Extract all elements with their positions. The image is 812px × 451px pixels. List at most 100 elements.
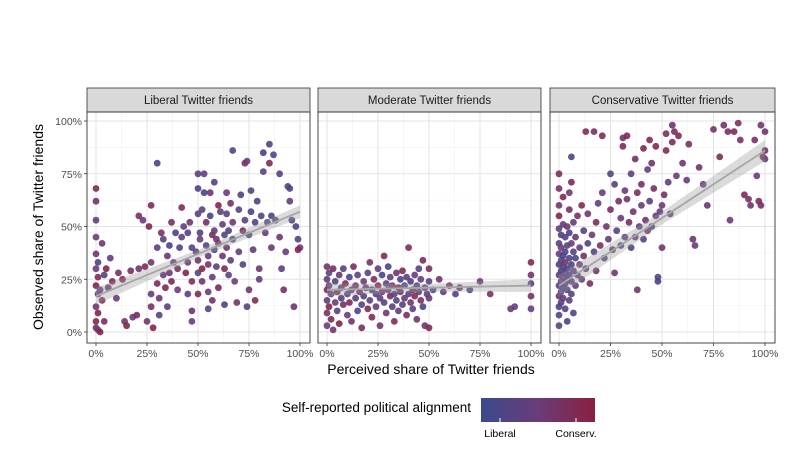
- data-point: [178, 204, 186, 211]
- data-point: [638, 180, 645, 188]
- data-point: [323, 275, 331, 283]
- facet-strip: [317, 87, 542, 113]
- data-point: [159, 235, 167, 243]
- data-point: [188, 278, 196, 285]
- data-point: [631, 155, 639, 163]
- data-point: [745, 195, 752, 203]
- data-point: [182, 269, 190, 277]
- data-point: [584, 210, 592, 218]
- data-point: [92, 303, 100, 311]
- facet-panels: Liberal Twitter friends 0% 25% 50% 75% 100% 0%…: [55, 87, 778, 360]
- data-point: [92, 265, 100, 273]
- data-point: [757, 202, 765, 209]
- data-point: [333, 307, 341, 315]
- data-point: [650, 185, 658, 192]
- data-point: [598, 189, 606, 197]
- data-point: [527, 259, 535, 266]
- data-point: [153, 280, 161, 287]
- data-point: [378, 288, 386, 296]
- data-point: [388, 303, 396, 311]
- data-point: [194, 256, 202, 264]
- data-point: [527, 292, 535, 300]
- data-point: [223, 244, 231, 252]
- data-point: [208, 297, 216, 304]
- data-point: [92, 282, 100, 289]
- data-point: [162, 284, 169, 292]
- data-point: [374, 265, 382, 273]
- data-point: [646, 197, 653, 205]
- fit-line: [558, 149, 766, 287]
- data-point: [364, 305, 372, 313]
- data-point: [364, 269, 372, 277]
- data-point: [346, 273, 353, 281]
- data-point: [247, 187, 255, 195]
- data-point: [198, 206, 206, 214]
- data-point: [372, 303, 380, 311]
- scatter-points: [92, 140, 304, 336]
- data-point: [325, 303, 333, 311]
- x-tick-label: 100%: [518, 348, 545, 360]
- data-point: [174, 286, 182, 294]
- data-point: [710, 125, 717, 133]
- data-point: [578, 202, 586, 209]
- data-point: [720, 121, 728, 129]
- data-point: [563, 223, 571, 230]
- y-tick-label: 25%: [61, 274, 82, 286]
- confidence-band: [96, 205, 300, 305]
- data-point: [229, 218, 237, 226]
- data-point: [590, 128, 598, 136]
- data-point: [147, 290, 155, 298]
- data-point: [188, 244, 196, 252]
- data-point: [736, 136, 744, 144]
- legend-title: Self-reported political alignment: [282, 400, 471, 415]
- data-point: [757, 121, 765, 129]
- data-point: [261, 229, 269, 237]
- data-point: [259, 149, 267, 157]
- data-point: [751, 136, 759, 144]
- data-point: [290, 303, 298, 311]
- data-point: [366, 297, 374, 304]
- data-point: [646, 136, 653, 144]
- data-point: [411, 292, 419, 300]
- data-point: [572, 254, 579, 262]
- data-point: [194, 170, 202, 178]
- data-point: [344, 290, 351, 298]
- data-point: [186, 218, 194, 226]
- data-point: [673, 172, 680, 180]
- data-point: [166, 269, 173, 277]
- data-point: [323, 297, 331, 304]
- data-point: [196, 229, 204, 237]
- data-point: [555, 170, 563, 178]
- data-point: [555, 185, 563, 192]
- data-point: [405, 290, 412, 298]
- data-point: [243, 157, 251, 165]
- data-point: [352, 294, 359, 302]
- data-point: [202, 218, 210, 226]
- data-point: [403, 273, 410, 281]
- x-tick-label: 0%: [551, 348, 566, 360]
- data-point: [259, 168, 267, 176]
- data-point: [188, 318, 196, 325]
- data-point: [360, 278, 368, 285]
- data-point: [255, 275, 263, 283]
- data-point: [425, 324, 433, 332]
- data-point: [249, 246, 257, 254]
- data-point: [92, 216, 100, 224]
- data-point: [276, 233, 283, 241]
- data-point: [405, 244, 412, 252]
- data-point: [563, 286, 571, 294]
- data-point: [145, 223, 153, 230]
- data-point: [476, 278, 484, 285]
- data-point: [568, 261, 575, 268]
- data-point: [580, 227, 588, 235]
- data-point: [753, 172, 761, 180]
- data-point: [570, 267, 577, 275]
- x-axis-title: Perceived share of Twitter friends: [327, 361, 535, 377]
- data-point: [98, 297, 106, 304]
- data-point: [178, 233, 186, 241]
- data-point: [652, 212, 660, 220]
- data-point: [164, 303, 171, 311]
- data-point: [425, 278, 433, 285]
- data-point: [184, 229, 192, 237]
- data-point: [574, 212, 581, 220]
